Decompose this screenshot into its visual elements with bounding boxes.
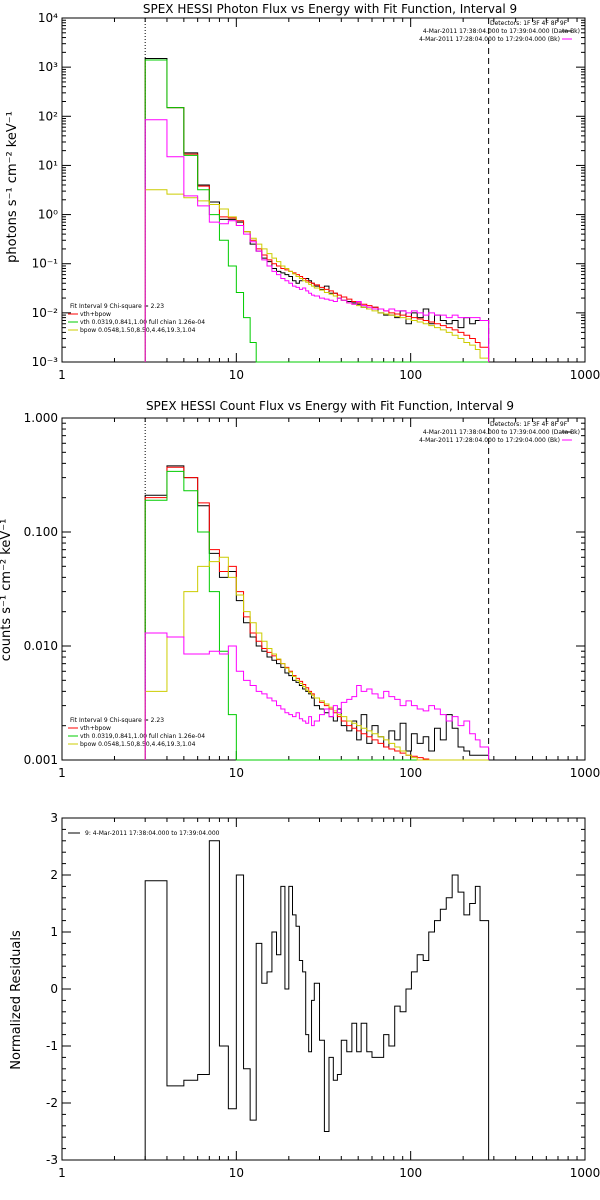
count-flux-title: SPEX HESSI Count Flux vs Energy with Fit… [146, 399, 514, 413]
y-tick-label: 10⁻³ [32, 355, 59, 369]
x-tick-label: 100 [399, 1166, 422, 1180]
legend-fit-line: bpow 0.0548,1.50,8.50,4.46,19.3,1.04 [80, 327, 196, 334]
y-tick-label: 10⁴ [38, 11, 58, 25]
series-vth [144, 59, 489, 363]
y-tick-label: 10⁻² [32, 306, 59, 320]
residuals-ylabel: Normalized Residuals [9, 930, 24, 1070]
residuals-legend-label: 9: 4-Mar-2011 17:38:04.000 to 17:39:04.0… [85, 830, 220, 837]
legend-header-line: Detectors: 1F 3F 4F 8F 9F [490, 20, 568, 27]
legend-header-line: 4-Mar-2011 17:28:04.000 to 17:29:04.000 … [419, 36, 560, 43]
y-tick-label: 0.010 [24, 639, 58, 653]
count-flux-panel: SPEX HESSI Count Flux vs Energy with Fit… [0, 399, 600, 780]
legend-fit-line: vth 0.0319,0.841,1.00 full chian 1.26e-0… [80, 733, 205, 740]
series-bk [144, 119, 490, 362]
legend-fit-line: Fit Interval 9 Chi-square = 2.23 [70, 303, 164, 310]
y-tick-label: 3 [50, 811, 58, 825]
residuals-legend: 9: 4-Mar-2011 17:38:04.000 to 17:39:04.0… [85, 830, 220, 837]
series-bpow [144, 556, 489, 761]
legend-header-line: 4-Mar-2011 17:38:04.000 to 17:39:04.000 … [423, 28, 580, 35]
legend-fit-line: vth 0.0319,0.841,1.00 full chian 1.26e-0… [80, 319, 205, 326]
y-tick-label: 10¹ [38, 158, 58, 172]
legend-fit-line: Fit Interval 9 Chi-square = 2.23 [70, 717, 164, 724]
photon-flux-panel: SPEX HESSI Photon Flux vs Energy with Fi… [5, 2, 600, 382]
photon-flux-legend: Detectors: 1F 3F 4F 8F 9F 4-Mar-2011 17:… [70, 20, 580, 334]
y-tick-label: -2 [46, 1096, 58, 1110]
legend-fit-line: bpow 0.0548,1.50,8.50,4.46,19.3,1.04 [80, 741, 196, 748]
x-tick-label: 1 [58, 368, 66, 382]
photon-flux-title: SPEX HESSI Photon Flux vs Energy with Fi… [143, 2, 517, 16]
legend-header-line: 4-Mar-2011 17:38:04.000 to 17:39:04.000 … [423, 429, 580, 436]
x-tick-label: 1000 [570, 368, 600, 382]
count-flux-legend: Detectors: 1F 3F 4F 8F 9F 4-Mar-2011 17:… [70, 421, 580, 748]
y-tick-label: 10² [38, 109, 58, 123]
legend-header-line: Detectors: 1F 3F 4F 8F 9F [490, 421, 568, 428]
x-tick-label: 10 [229, 766, 244, 780]
y-tick-label: 0 [50, 982, 58, 996]
y-tick-label: -1 [46, 1039, 58, 1053]
x-tick-label: 1000 [570, 1166, 600, 1180]
x-tick-label: 10 [229, 1166, 244, 1180]
photon-flux-ylabel: photons s⁻¹ cm⁻² keV⁻¹ [5, 111, 20, 263]
x-tick-label: 1 [58, 1166, 66, 1180]
series-vth-bpow [144, 59, 490, 362]
x-tick-label: 1000 [570, 766, 600, 780]
y-tick-label: 1.000 [24, 411, 58, 425]
legend-fit-line: vth+bpow [80, 725, 111, 732]
y-tick-label: 0.001 [24, 753, 58, 767]
y-tick-label: 10⁻¹ [32, 257, 59, 271]
series-bpow [144, 189, 490, 362]
y-tick-label: 10³ [38, 60, 58, 74]
y-tick-label: 0.100 [24, 525, 58, 539]
residuals-panel: Normalized Residuals 9: 4-Mar-2011 17:38… [9, 811, 600, 1180]
y-tick-label: -3 [46, 1153, 58, 1167]
series-bk [144, 632, 490, 760]
x-tick-label: 100 [399, 766, 422, 780]
x-tick-label: 100 [399, 368, 422, 382]
y-tick-label: 2 [50, 868, 58, 882]
y-tick-label: 1 [50, 925, 58, 939]
x-tick-label: 1 [58, 766, 66, 780]
legend-fit-line: vth+bpow [80, 311, 111, 318]
x-tick-label: 10 [229, 368, 244, 382]
count-flux-ylabel: counts s⁻¹ cm⁻² keV⁻¹ [0, 519, 14, 662]
legend-header-line: 4-Mar-2011 17:28:04.000 to 17:29:04.000 … [419, 437, 560, 444]
series-residuals [144, 840, 490, 1160]
y-tick-label: 10⁰ [38, 208, 58, 222]
